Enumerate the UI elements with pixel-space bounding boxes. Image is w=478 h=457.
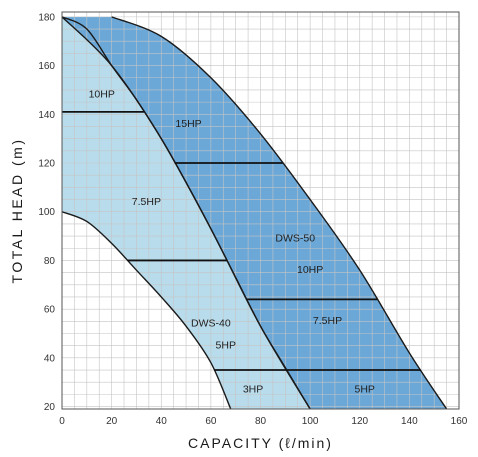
curve-dws-50-upper (111, 16, 448, 409)
chart-grid (62, 12, 459, 409)
region-label-0: 10HP (89, 89, 115, 101)
y-tick-label-80: 80 (44, 256, 56, 267)
y-tick-label-40: 40 (44, 353, 56, 364)
x-tick-label-80: 80 (255, 416, 267, 427)
region-labels: 10HP 7.5HP DWS-40 5HP 3HP 15HP DWS-50 10HP 7.5HP… (89, 89, 375, 396)
curve-boundaries (62, 16, 448, 409)
y-tick-label-140: 140 (38, 110, 55, 121)
y-tick-label-180: 180 (38, 12, 55, 23)
curve-dws-40-lower (62, 211, 232, 409)
curve-dws-50-lower (62, 16, 311, 409)
x-tick-label-100: 100 (302, 416, 319, 427)
region-label-2: DWS-40 (191, 318, 231, 330)
y-axis-ticks: 20 40 60 80 100 120 140 160 180 (38, 12, 55, 413)
y-tick-label-160: 160 (38, 61, 55, 72)
plot-frame (61, 11, 460, 410)
y-axis-title: TOTAL HEAD (m) (9, 138, 25, 284)
x-tick-label-20: 20 (106, 416, 118, 427)
y-tick-label-100: 100 (38, 207, 55, 218)
region-label-9: 5HP (354, 383, 374, 395)
x-tick-label-160: 160 (451, 416, 468, 427)
x-tick-label-60: 60 (205, 416, 217, 427)
region-label-5: 15HP (175, 118, 201, 130)
region-label-3: 5HP (216, 339, 236, 351)
region-label-4: 3HP (243, 383, 263, 395)
x-axis-title: CAPACITY (ℓ/min) (188, 435, 333, 451)
region-label-8: 7.5HP (313, 315, 342, 327)
region-label-7: 10HP (297, 264, 323, 276)
y-tick-label-60: 60 (44, 305, 56, 316)
x-tick-label-120: 120 (351, 416, 368, 427)
power-divider-lines (62, 110, 421, 371)
x-tick-label-40: 40 (156, 416, 168, 427)
y-tick-label-120: 120 (38, 159, 55, 170)
x-tick-label-0: 0 (59, 416, 65, 427)
region-dws-50 (62, 16, 447, 409)
region-label-1: 7.5HP (132, 196, 161, 208)
region-label-6: DWS-50 (275, 232, 315, 244)
x-axis-ticks: 0 20 40 60 80 100 120 140 160 (59, 416, 468, 427)
y-tick-label-20: 20 (44, 402, 56, 413)
x-tick-label-140: 140 (401, 416, 418, 427)
